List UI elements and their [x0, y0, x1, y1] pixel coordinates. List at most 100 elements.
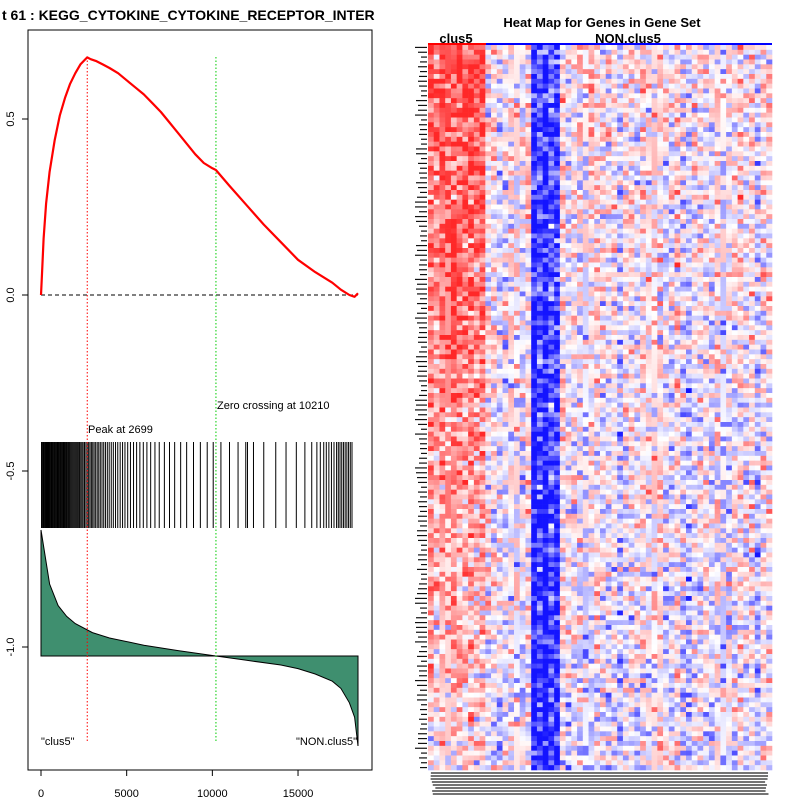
heatmap-cell [703, 397, 710, 403]
heatmap-cell [496, 112, 503, 118]
heatmap-cell [605, 412, 612, 418]
heatmap-cell [766, 45, 773, 51]
heatmap-cell [605, 151, 612, 157]
heatmap-cell [577, 54, 584, 60]
heatmap-cell [508, 383, 515, 389]
heatmap-cell [697, 78, 704, 84]
heatmap-cell [525, 402, 532, 408]
heatmap-cell [628, 291, 635, 297]
heatmap-cell [628, 151, 635, 157]
heatmap-cell [445, 388, 452, 394]
heatmap-cell [617, 330, 624, 336]
heatmap-cell [514, 228, 521, 234]
heatmap-cell [634, 98, 641, 104]
heatmap-cell [720, 412, 727, 418]
heatmap-cell [588, 291, 595, 297]
heatmap-cell [536, 310, 543, 316]
heatmap-cell [714, 219, 721, 225]
heatmap-cell [428, 354, 435, 360]
heatmap-cell [508, 325, 515, 331]
heatmap-cell [548, 132, 555, 138]
heatmap-cell [519, 127, 526, 133]
heatmap-cell [657, 402, 664, 408]
heatmap-cell [428, 199, 435, 205]
heatmap-cell [433, 238, 440, 244]
heatmap-cell [571, 383, 578, 389]
heatmap-cell [531, 310, 538, 316]
heatmap-cell [714, 325, 721, 331]
heatmap-cell [542, 219, 549, 225]
heatmap-cell [582, 45, 589, 51]
heatmap-cell [766, 98, 773, 104]
heatmap-cell [577, 209, 584, 215]
heatmap-cell [433, 412, 440, 418]
heatmap-cell [743, 59, 750, 65]
heatmap-cell [691, 151, 698, 157]
heatmap-cell [525, 141, 532, 147]
heatmap-cell [565, 223, 572, 229]
heatmap-cell [428, 136, 435, 142]
heatmap-cell [485, 310, 492, 316]
heatmap-cell [663, 156, 670, 162]
heatmap-cell [686, 315, 693, 321]
heatmap-cell [720, 252, 727, 258]
heatmap-cell [680, 233, 687, 239]
heatmap-cell [491, 281, 498, 287]
heatmap-cell [588, 146, 595, 152]
heatmap-cell [496, 219, 503, 225]
heatmap-cell [766, 359, 773, 365]
heatmap-cell [657, 59, 664, 65]
heatmap-cell [577, 74, 584, 80]
heatmap-cell [445, 368, 452, 374]
heatmap-cell [645, 136, 652, 142]
heatmap-cell [731, 243, 738, 249]
heatmap-cell [577, 339, 584, 345]
heatmap-cell [674, 364, 681, 370]
heatmap-cell [720, 156, 727, 162]
heatmap-cell [703, 306, 710, 312]
heatmap-cell [502, 373, 509, 379]
heatmap-cell [519, 141, 526, 147]
heatmap-cell [686, 339, 693, 345]
heatmap-cell [462, 214, 469, 220]
heatmap-cell [502, 306, 509, 312]
heatmap-cell [479, 383, 486, 389]
heatmap-cell [536, 277, 543, 283]
heatmap-cell [450, 310, 457, 316]
heatmap-cell [754, 383, 761, 389]
heatmap-cell [634, 388, 641, 394]
heatmap-cell [525, 296, 532, 302]
heatmap-cell [760, 170, 767, 176]
heatmap-cell [731, 93, 738, 99]
heatmap-cell [600, 132, 607, 138]
heatmap-cell [485, 354, 492, 360]
heatmap-cell [760, 165, 767, 171]
heatmap-cell [588, 49, 595, 55]
heatmap-cell [594, 223, 601, 229]
heatmap-cell [491, 185, 498, 191]
heatmap-cell [680, 74, 687, 80]
heatmap-cell [617, 170, 624, 176]
heatmap-cell [491, 194, 498, 200]
heatmap-cell [502, 364, 509, 370]
heatmap-cell [640, 122, 647, 128]
heatmap-cell [686, 214, 693, 220]
heatmap-cell [445, 315, 452, 321]
heatmap-cell [634, 59, 641, 65]
heatmap-cell [519, 402, 526, 408]
heatmap-cell [473, 267, 480, 273]
heatmap-cell [439, 175, 446, 181]
heatmap-cell [743, 219, 750, 225]
heatmap-cell [651, 252, 658, 258]
heatmap-cell [502, 103, 509, 109]
heatmap-cell [468, 112, 475, 118]
heatmap-cell [450, 49, 457, 55]
heatmap-cell [456, 83, 463, 89]
heatmap-cell [766, 146, 773, 152]
heatmap-cell [571, 64, 578, 70]
heatmap-cell [519, 306, 526, 312]
heatmap-cell [680, 112, 687, 118]
heatmap-cell [708, 88, 715, 94]
heatmap-cell [634, 248, 641, 254]
heatmap-cell [754, 223, 761, 229]
